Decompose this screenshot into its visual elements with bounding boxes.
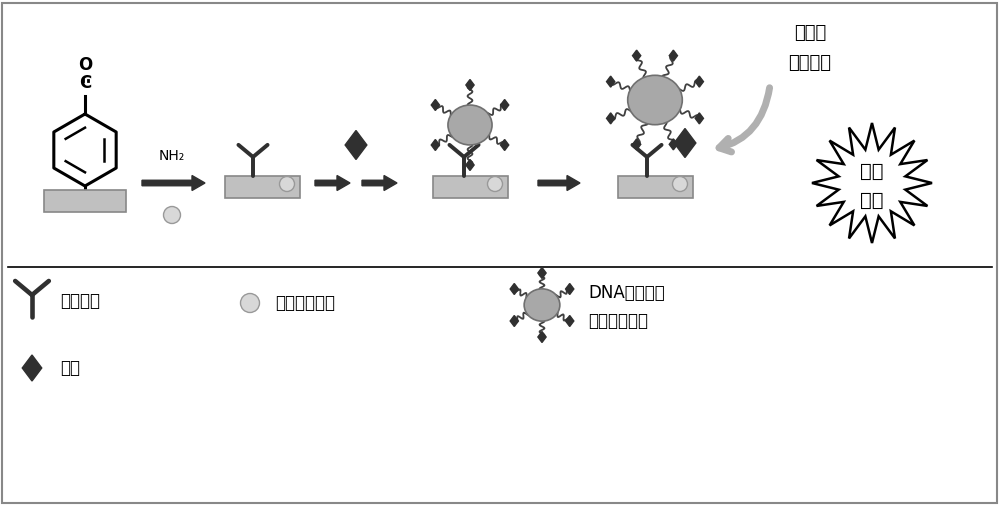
Text: 过氧化氢: 过氧化氢 [788,54,832,72]
Circle shape [488,177,503,191]
Polygon shape [538,331,546,342]
Polygon shape [466,160,474,171]
Polygon shape [501,99,509,111]
Polygon shape [345,130,367,160]
Polygon shape [501,139,509,150]
Bar [432,176,508,198]
Polygon shape [510,316,518,327]
Polygon shape [669,50,677,61]
Polygon shape [633,50,641,61]
Text: 化学: 化学 [860,162,884,180]
Polygon shape [22,355,42,381]
Polygon shape [510,283,518,294]
Polygon shape [812,123,932,243]
Text: C: C [79,74,91,92]
Text: 纳米粒子探针: 纳米粒子探针 [588,312,648,330]
Text: 鲁米诺: 鲁米诺 [794,24,826,42]
Polygon shape [674,128,696,158]
Text: 牛血清白蛋白: 牛血清白蛋白 [275,294,335,312]
Bar [618,176,692,198]
Ellipse shape [524,289,560,321]
Polygon shape [633,139,641,150]
Polygon shape [607,113,615,124]
FancyArrow shape [538,176,580,190]
FancyArrow shape [315,176,350,190]
Polygon shape [431,139,439,150]
Text: O: O [78,56,92,74]
Polygon shape [669,139,677,150]
Polygon shape [566,316,574,327]
Circle shape [240,293,260,313]
Text: 捕捉抗体: 捕捉抗体 [60,292,100,310]
Polygon shape [695,76,703,87]
FancyArrow shape [142,176,205,190]
Text: NH₂: NH₂ [159,149,185,163]
Bar [44,190,126,212]
Polygon shape [566,283,574,294]
Ellipse shape [448,105,492,145]
Bar [224,176,300,198]
Circle shape [672,177,688,191]
Circle shape [280,177,294,191]
FancyArrow shape [362,176,397,190]
Polygon shape [538,268,546,278]
Ellipse shape [628,75,682,125]
FancyArrowPatch shape [719,88,770,152]
Text: DNA醂标记銀: DNA醂标记銀 [588,284,665,302]
Polygon shape [466,79,474,90]
Polygon shape [607,76,615,87]
Polygon shape [431,99,439,111]
Circle shape [164,207,180,224]
Text: 发光: 发光 [860,190,884,210]
Text: 抗原: 抗原 [60,359,80,377]
Polygon shape [695,113,703,124]
